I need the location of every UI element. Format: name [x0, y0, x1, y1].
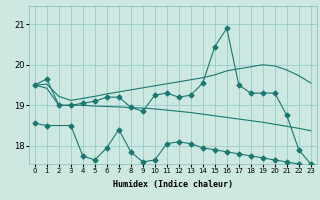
X-axis label: Humidex (Indice chaleur): Humidex (Indice chaleur) [113, 180, 233, 189]
